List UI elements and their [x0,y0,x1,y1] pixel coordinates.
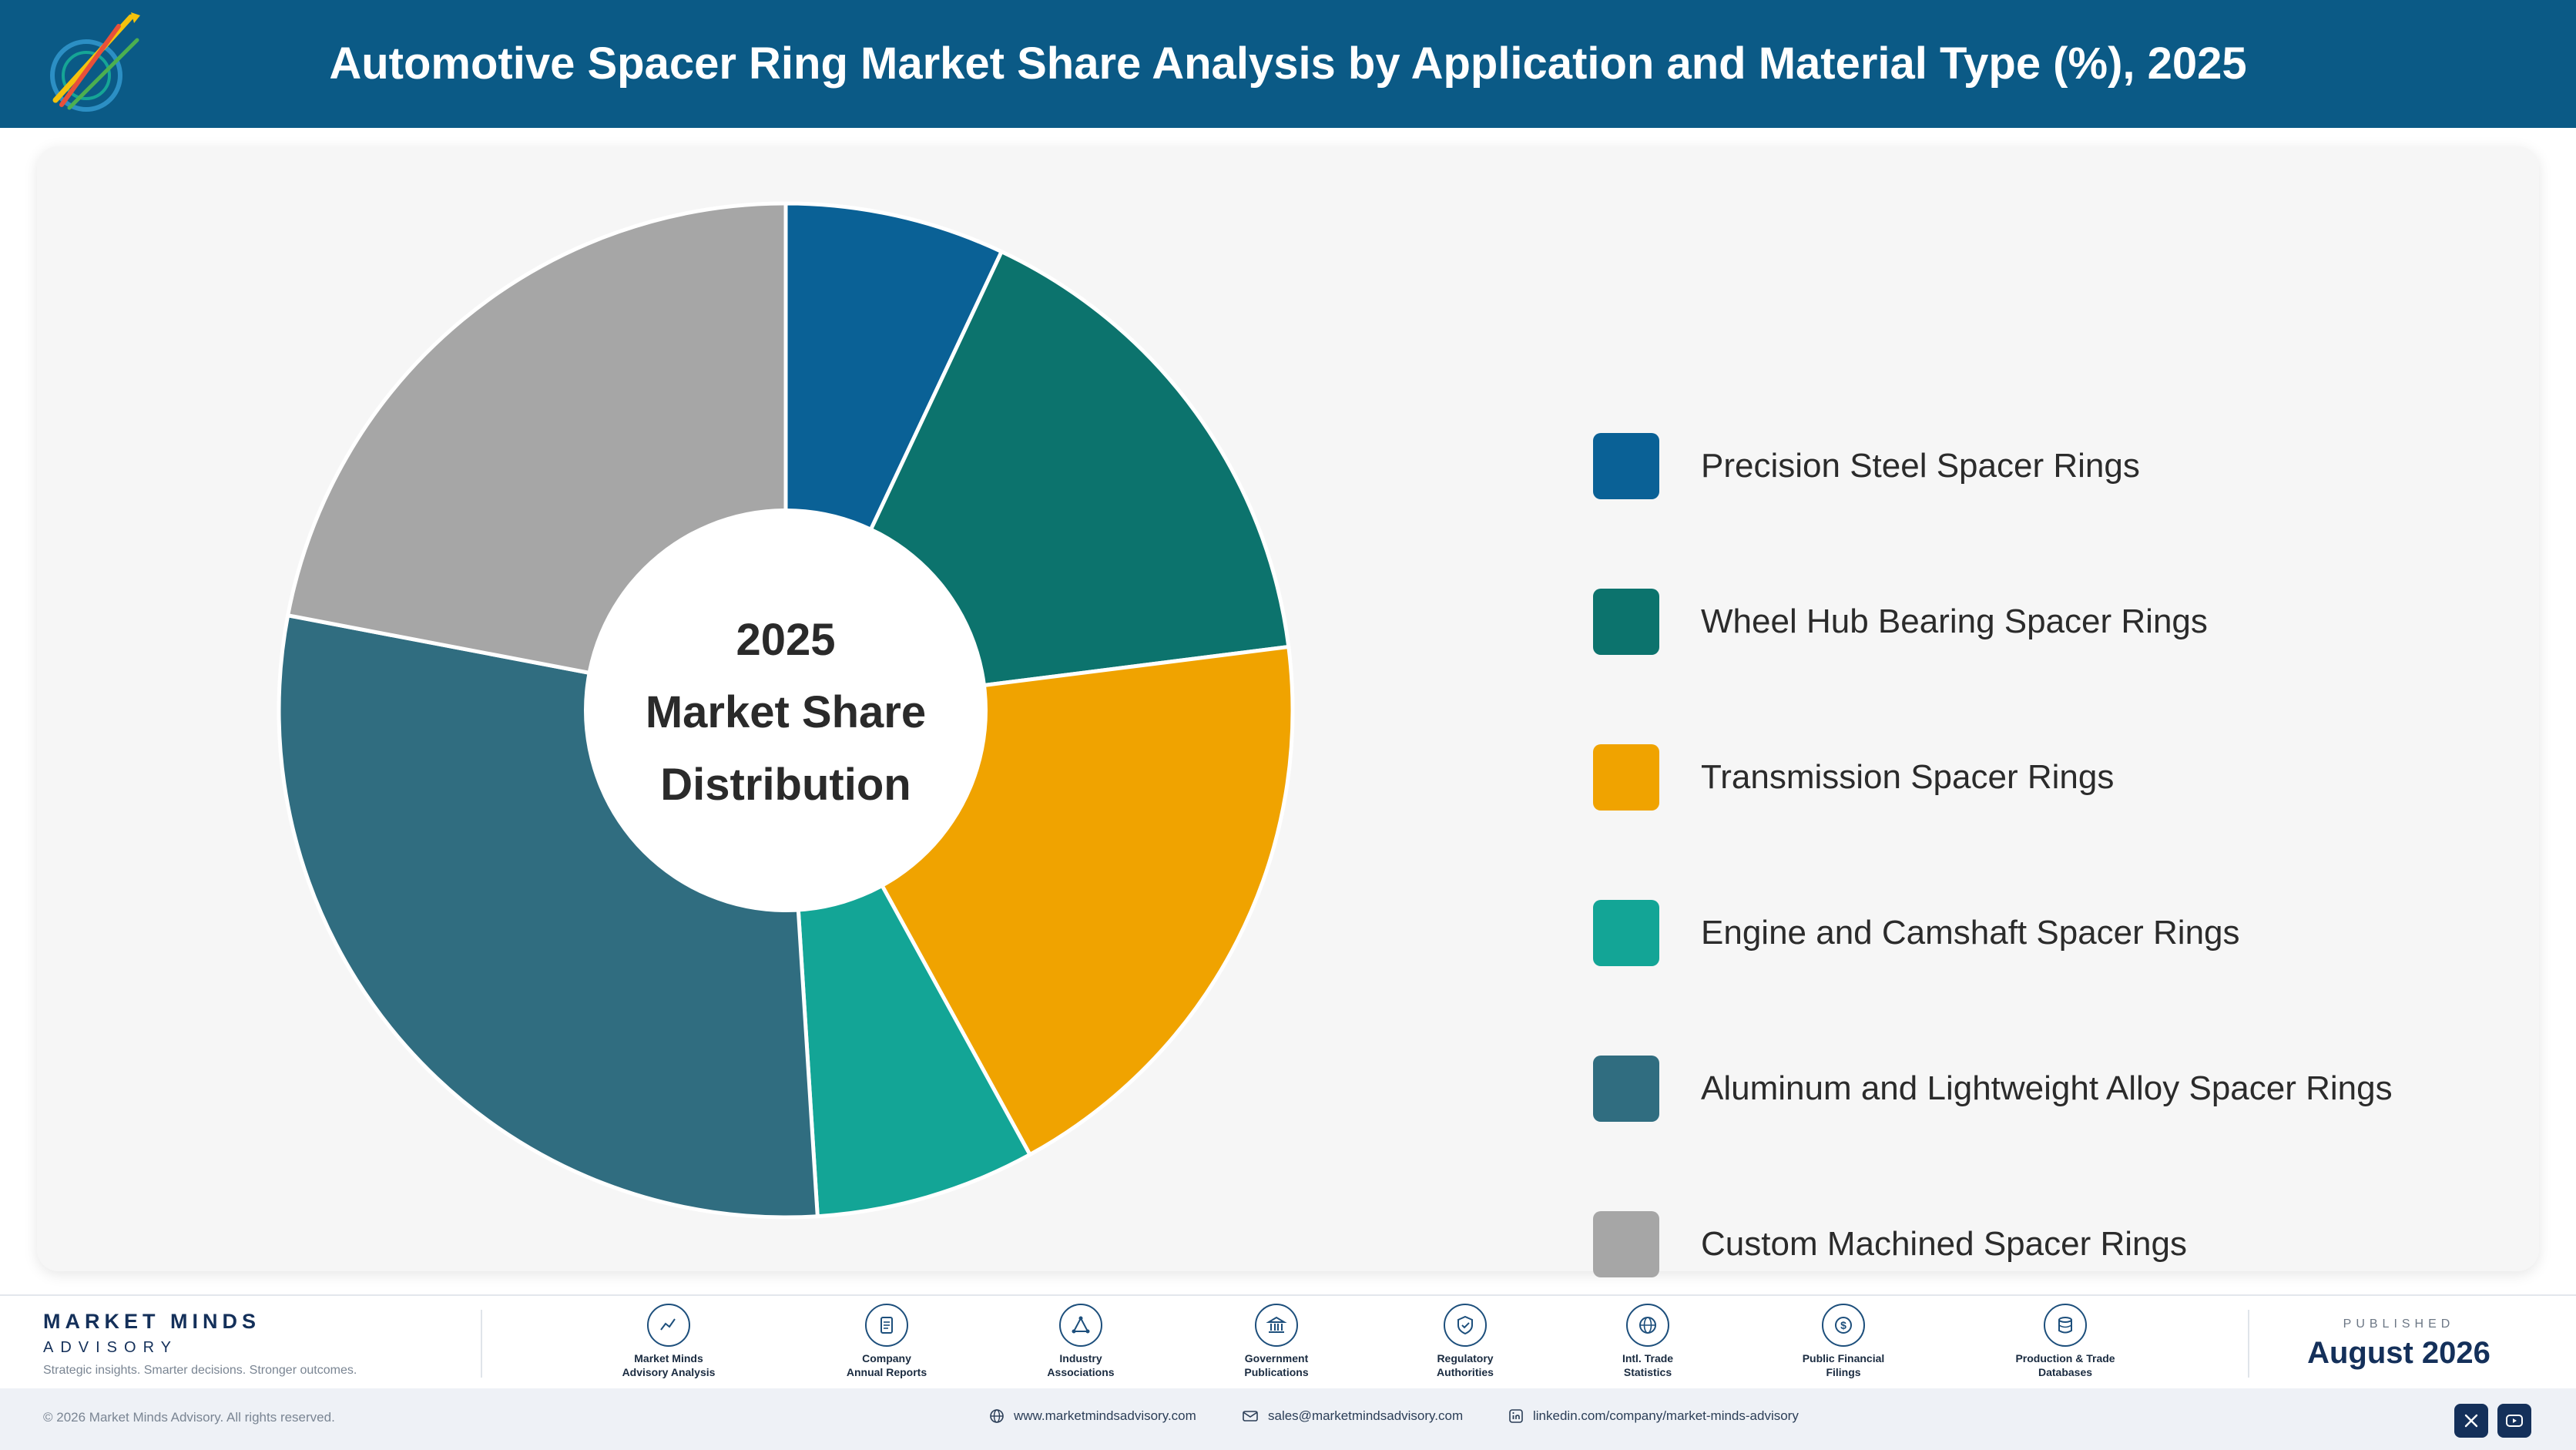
legend-label: Transmission Spacer Rings [1701,758,2115,796]
legend-swatch [1593,900,1659,966]
legend-item: Transmission Spacer Rings [1593,744,2114,811]
source-item: $ Public Financial Filings [1766,1304,1920,1379]
legend-swatch [1593,1211,1659,1277]
footer-divider-left [481,1310,482,1378]
bottom-bar: © 2026 Market Minds Advisory. All rights… [0,1388,2576,1450]
source-label: Industry Associations [1047,1352,1115,1378]
x-icon [2464,1414,2478,1428]
source-item: Government Publications [1199,1304,1353,1379]
legend-item: Engine and Camshaft Spacer Rings [1593,900,2240,966]
center-label-line3: Distribution [660,760,911,810]
center-label-line2: Market Share [646,687,926,737]
legend-item: Custom Machined Spacer Rings [1593,1211,2187,1277]
email-link[interactable]: sales@marketmindsadvisory.com [1242,1408,1463,1424]
dollar-coin-icon: $ [1822,1304,1865,1347]
globe-icon [990,1409,1004,1423]
source-label: Public Financial Filings [1802,1352,1885,1378]
center-label-year: 2025 [736,615,835,665]
source-label: Government Publications [1244,1352,1309,1378]
network-icon [1059,1304,1102,1347]
brand-name: MARKET MINDS [43,1310,260,1333]
company-logo [50,12,140,112]
page-title: Automotive Spacer Ring Market Share Anal… [329,39,2247,89]
linkedin-icon [1509,1409,1523,1423]
legend-item: Precision Steel Spacer Rings [1593,433,2140,499]
published-label: PUBLISHED [2343,1317,2455,1331]
legend-label: Precision Steel Spacer Rings [1701,447,2140,485]
donut-chart: 2025 Market Share Distribution [277,201,1295,1220]
footer-divider-right [2248,1310,2249,1378]
legend-swatch [1593,1056,1659,1122]
source-label: Regulatory Authorities [1437,1352,1494,1378]
linkedin-link[interactable]: linkedin.com/company/market-minds-adviso… [1508,1408,1799,1424]
database-icon [2044,1304,2087,1347]
globe-icon [1626,1304,1669,1347]
chart-card: 2025 Market Share Distribution Precision… [37,146,2539,1277]
svg-text:$: $ [1840,1319,1846,1331]
linkedin-text: linkedin.com/company/market-minds-adviso… [1533,1408,1799,1423]
source-label: Production & Trade Databases [2015,1352,2115,1378]
published-date: August 2026 [2307,1336,2490,1370]
source-item: Industry Associations [1004,1304,1158,1379]
email-text: sales@marketmindsadvisory.com [1268,1408,1464,1423]
brand-subtitle: ADVISORY [43,1339,178,1356]
document-icon [865,1304,908,1347]
legend-swatch [1593,433,1659,499]
youtube-social-button[interactable] [2497,1404,2531,1438]
source-item: Production & Trade Databases [1988,1304,2142,1379]
legend-item: Aluminum and Lightweight Alloy Spacer Ri… [1593,1056,2393,1122]
legend-swatch [1593,589,1659,655]
website-text: www.marketmindsadvisory.com [1014,1408,1196,1423]
copyright-text: © 2026 Market Minds Advisory. All rights… [43,1410,335,1425]
trend-line-icon [647,1304,690,1347]
brand-tagline: Strategic insights. Smarter decisions. S… [43,1364,357,1377]
data-sources: Market Minds Advisory Analysis Company An… [570,1304,2142,1390]
shield-check-icon [1444,1304,1487,1347]
legend-item: Wheel Hub Bearing Spacer Rings [1593,589,2208,655]
source-label: Market Minds Advisory Analysis [622,1352,716,1378]
footer: MARKET MINDS ADVISORY Strategic insights… [0,1294,2576,1388]
source-label: Company Annual Reports [846,1352,927,1378]
source-item: Regulatory Authorities [1388,1304,1542,1379]
x-social-button[interactable] [2454,1404,2488,1438]
legend-label: Aluminum and Lightweight Alloy Spacer Ri… [1701,1069,2393,1107]
legend-swatch [1593,744,1659,811]
source-label: Intl. Trade Statistics [1622,1352,1674,1378]
legend-label: Custom Machined Spacer Rings [1701,1225,2187,1263]
legend-label: Engine and Camshaft Spacer Rings [1701,914,2240,952]
source-item: Intl. Trade Statistics [1571,1304,1725,1379]
header-bar: Automotive Spacer Ring Market Share Anal… [0,0,2576,128]
legend-label: Wheel Hub Bearing Spacer Rings [1701,602,2208,640]
government-building-icon [1255,1304,1298,1347]
source-item: Company Annual Reports [810,1304,964,1379]
mail-icon [1243,1411,1258,1421]
youtube-icon [2506,1415,2523,1427]
source-item: Market Minds Advisory Analysis [592,1304,746,1379]
donut-hole [584,509,988,912]
website-link[interactable]: www.marketmindsadvisory.com [989,1408,1196,1424]
